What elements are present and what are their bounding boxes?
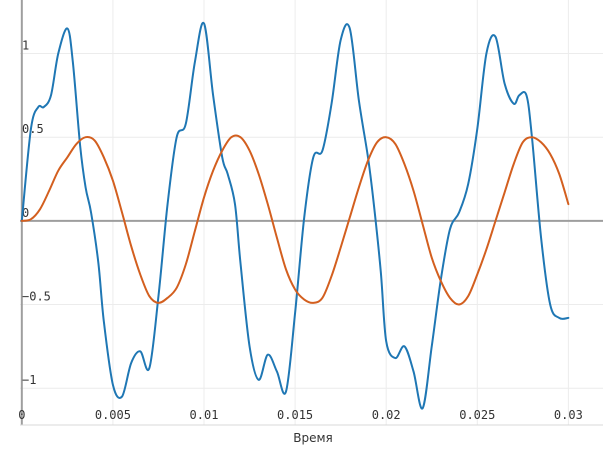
series-line-1 <box>20 21 570 410</box>
x-tick-label: 0.015 <box>277 408 313 422</box>
x-tick-label: 0.01 <box>190 408 219 422</box>
series-line-2 <box>20 134 570 306</box>
y-tick-label: −0.5 <box>22 290 51 304</box>
x-tick-label: 0.02 <box>372 408 401 422</box>
x-axis-title: Время <box>293 431 333 445</box>
x-tick-label: 0.03 <box>554 408 583 422</box>
y-tick-label: 0 <box>22 206 29 220</box>
x-tick-label: 0.025 <box>459 408 495 422</box>
axes <box>20 0 603 426</box>
grid <box>20 0 603 425</box>
x-tick-label: 0 <box>18 408 25 422</box>
y-tick-label: −1 <box>22 373 36 387</box>
y-tick-label: 1 <box>22 39 29 53</box>
tick-labels: 0 0.005 0.01 0.015 0.02 0.025 0.03 −1 −0.5 0 0.5 1 <box>18 39 583 422</box>
y-tick-label: 0.5 <box>22 122 44 136</box>
series <box>20 21 570 410</box>
x-tick-label: 0.005 <box>95 408 131 422</box>
